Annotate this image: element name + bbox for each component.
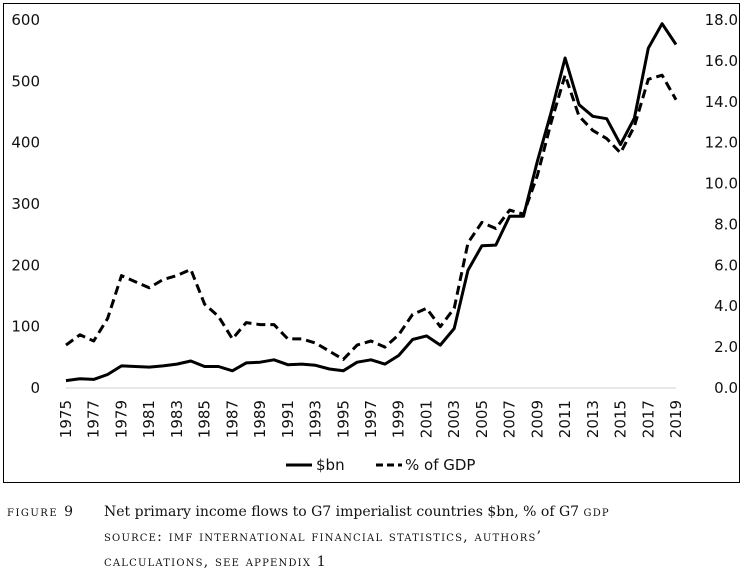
series-line-1 (65, 22, 678, 383)
x-tick-label: 1981 (140, 400, 158, 438)
x-tick-label: 1999 (390, 400, 408, 438)
x-tick-label: 2015 (612, 400, 630, 438)
y-right-tick-label: 0.0 (714, 379, 738, 397)
x-axis: 1975 1977 1979 1981 1983 1985 1987 1989 1991 1993… (57, 400, 685, 438)
x-tick-label: 1985 (196, 400, 214, 438)
caption-title: Net primary income flows to G7 imperiali… (104, 500, 734, 525)
x-tick-label: 2019 (667, 400, 685, 438)
caption-body: Net primary income flows to G7 imperiali… (104, 500, 734, 575)
x-tick-label: 2003 (445, 400, 463, 438)
caption-source: source: imf international financial stat… (104, 529, 543, 545)
y-left-tick-label: 200 (11, 256, 40, 274)
x-tick-label: 1979 (112, 400, 130, 438)
y-axis-left: 0 100 200 300 400 500 600 (11, 11, 40, 397)
x-tick-label: 2011 (556, 400, 574, 438)
legend-label-1: $bn (316, 456, 345, 474)
legend: $bn % of GDP (286, 456, 475, 474)
y-right-tick-label: 16.0 (705, 52, 738, 70)
caption-title-gdp: gdp (583, 504, 610, 520)
caption-title-text: Net primary income flows to G7 imperiali… (104, 504, 584, 520)
y-right-tick-label: 10.0 (705, 175, 738, 193)
legend-label-2: % of GDP (405, 456, 475, 474)
y-right-tick-label: 4.0 (714, 297, 738, 315)
x-tick-label: 1997 (362, 400, 380, 438)
y-right-tick-label: 14.0 (705, 93, 738, 111)
x-tick-label: 2013 (584, 400, 602, 438)
x-tick-label: 2005 (473, 400, 491, 438)
y-right-tick-label: 2.0 (714, 338, 738, 356)
caption-calculations: calculations, see appendix 1 (104, 554, 327, 570)
y-axis-right: 0.0 2.0 4.0 6.0 8.0 10.0 12.0 14.0 16.0 18.0 (705, 11, 738, 397)
x-tick-label: 1989 (251, 400, 269, 438)
y-left-tick-label: 500 (11, 72, 40, 90)
x-tick-label: 2009 (528, 400, 546, 438)
x-tick-label: 2007 (501, 400, 519, 438)
y-right-tick-label: 18.0 (705, 11, 738, 29)
x-tick-label: 1995 (334, 400, 352, 438)
y-right-tick-label: 12.0 (705, 134, 738, 152)
x-tick-label: 1987 (223, 400, 241, 438)
chart-frame: 0 100 200 300 400 500 600 0.0 2.0 4.0 6.0 8.0 10.0 1… (3, 3, 740, 483)
x-tick-label: 1975 (57, 400, 75, 438)
y-left-tick-label: 600 (11, 11, 40, 29)
y-left-tick-label: 300 (11, 195, 40, 213)
x-tick-label: 1991 (279, 400, 297, 438)
x-tick-label: 1993 (307, 400, 325, 438)
figure-label: figure 9 (7, 504, 75, 520)
x-tick-label: 2001 (417, 400, 435, 438)
line-chart: 0 100 200 300 400 500 600 0.0 2.0 4.0 6.0 8.0 10.0 1… (11, 11, 738, 474)
y-left-tick-label: 0 (30, 379, 40, 397)
series-line-2 (65, 73, 678, 361)
series-layer (65, 22, 678, 383)
y-right-tick-label: 6.0 (714, 256, 738, 274)
y-left-tick-label: 400 (11, 134, 40, 152)
x-tick-label: 1977 (85, 400, 103, 438)
x-tick-label: 1983 (168, 400, 186, 438)
y-right-tick-label: 8.0 (714, 215, 738, 233)
y-left-tick-label: 100 (11, 318, 40, 336)
x-tick-label: 2017 (639, 400, 657, 438)
